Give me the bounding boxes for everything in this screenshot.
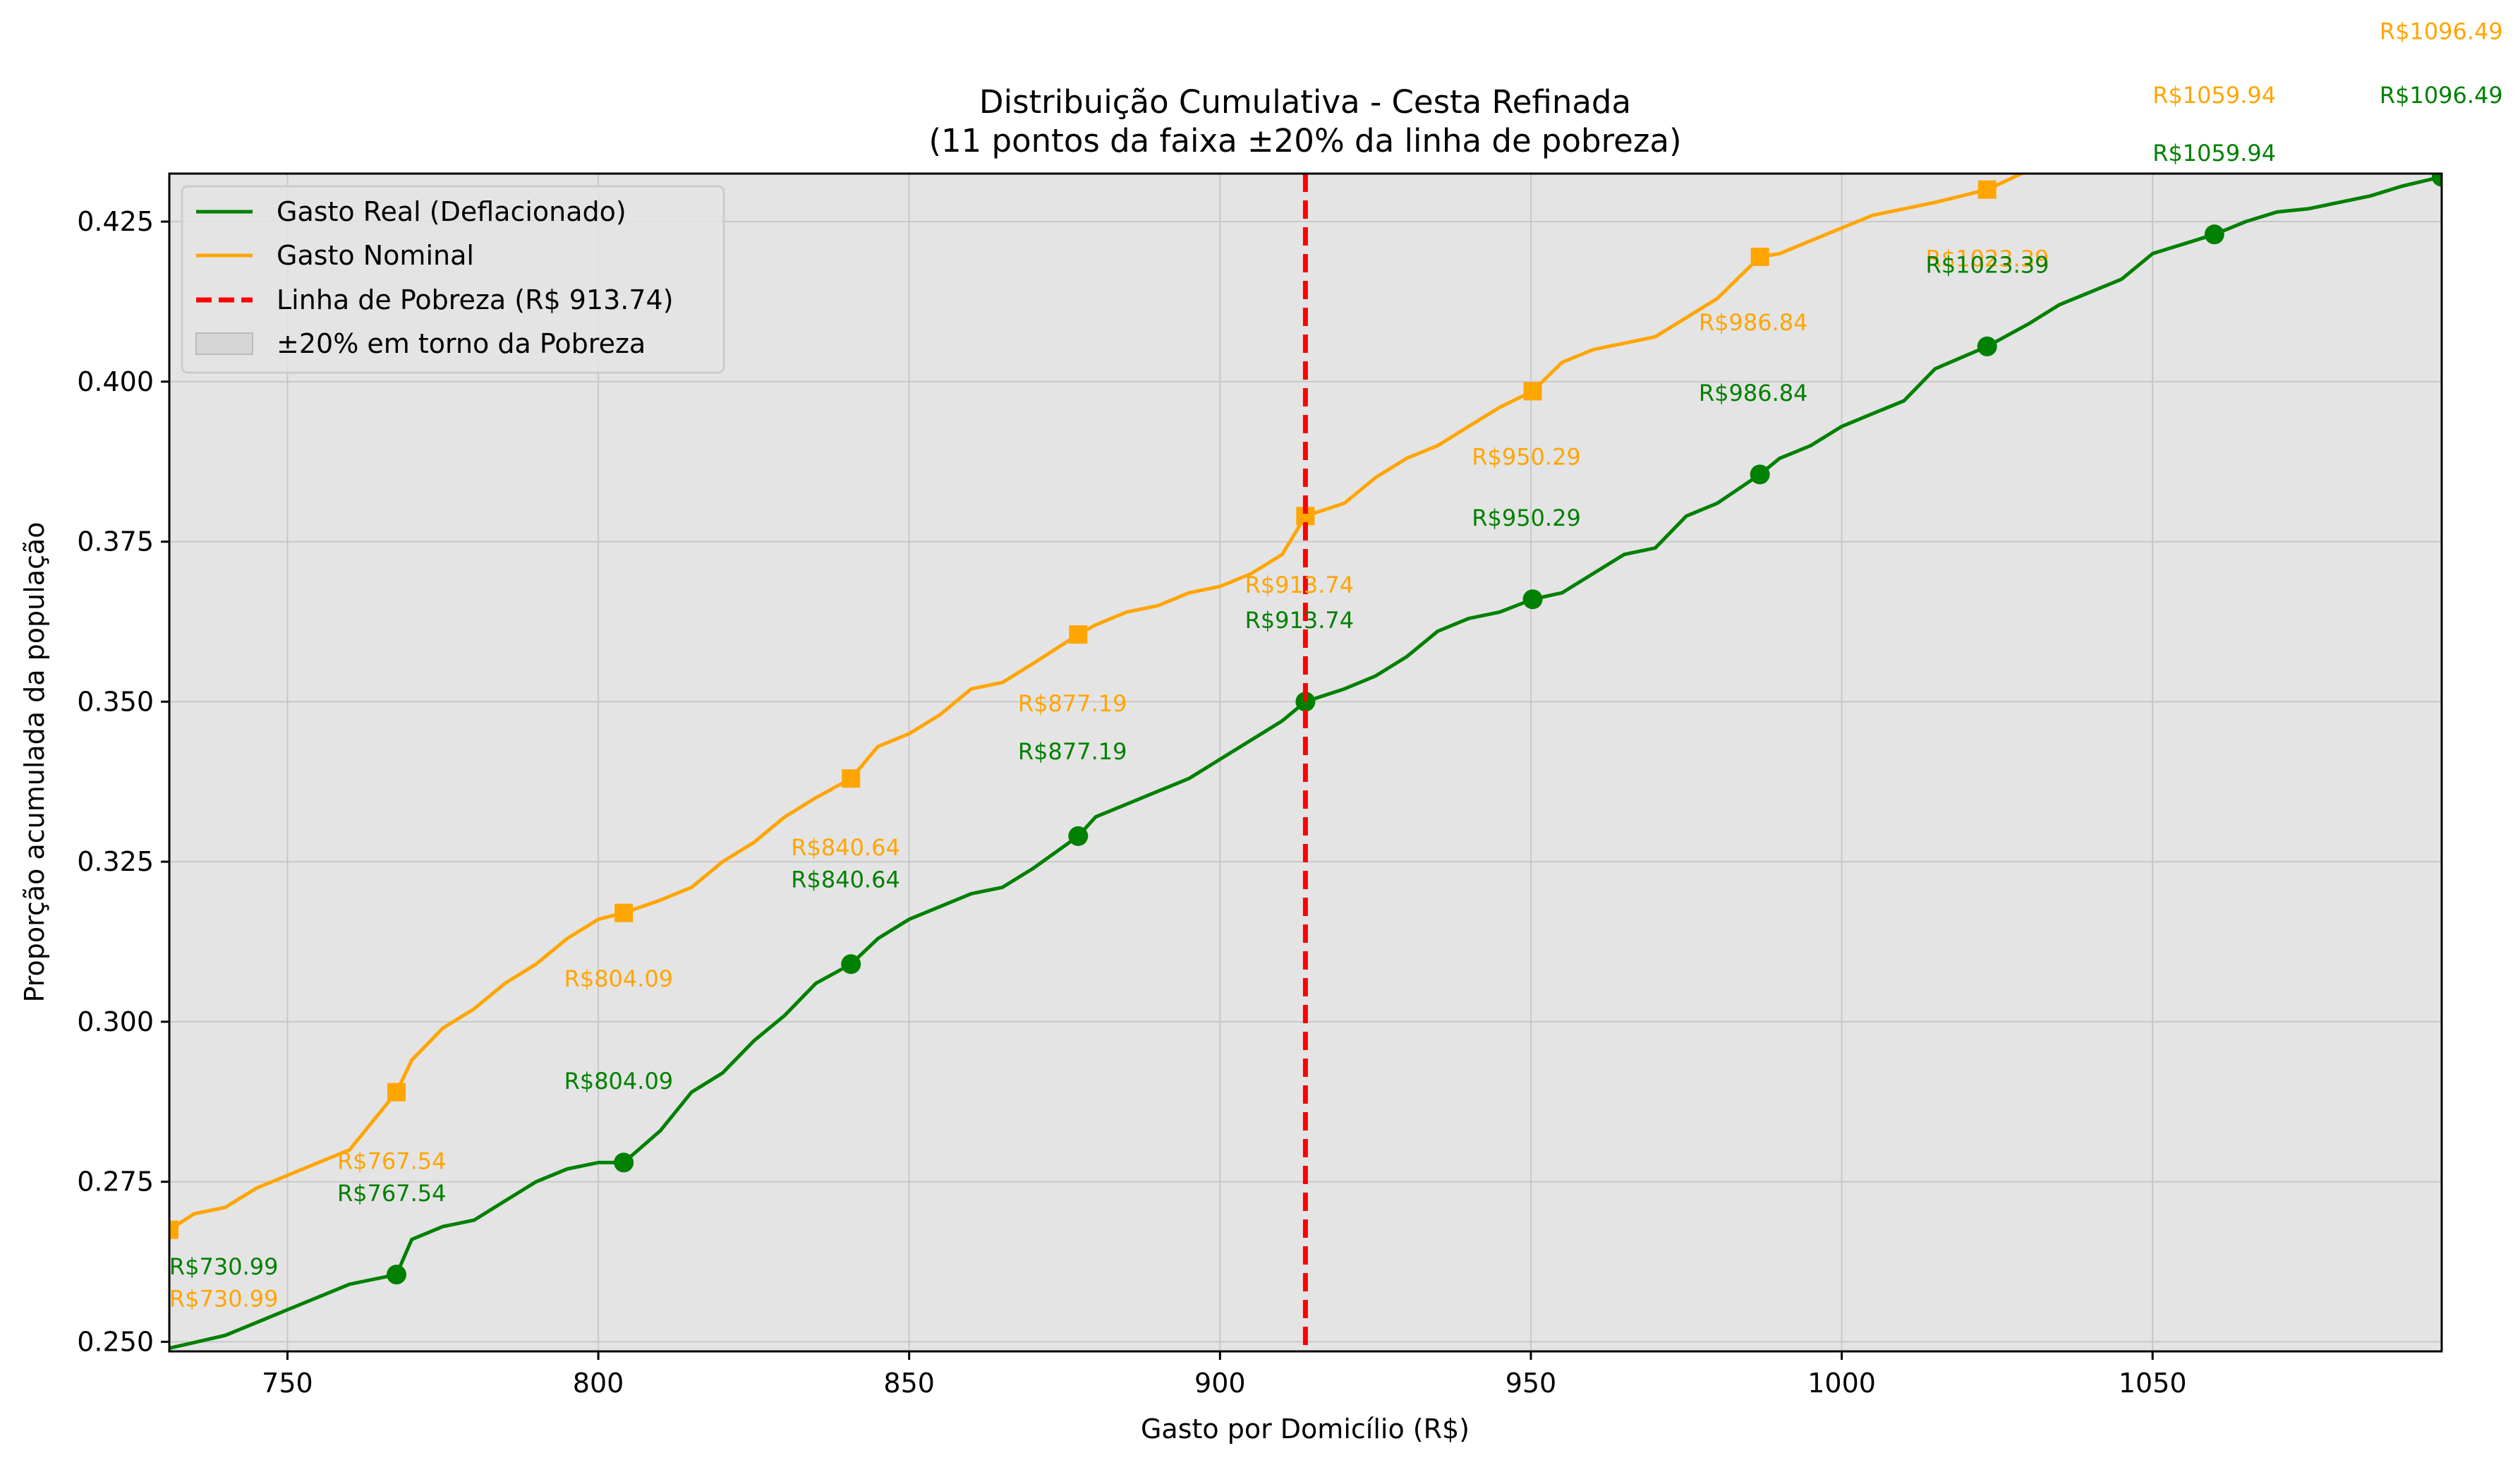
- annotation-real-3: R$840.64: [791, 866, 900, 893]
- y-axis-ticks: 0.250 0.275 0.300 0.325 0.350 0.375 0.400 0.425: [77, 206, 169, 1357]
- y-tick-label-0: 0.250: [77, 1326, 154, 1357]
- annotation-nominal-9: R$1059.94: [2152, 82, 2276, 109]
- marker-nominal-2: [614, 903, 634, 922]
- marker-nominal-6: [1523, 382, 1542, 401]
- markers-real: [387, 174, 2442, 1285]
- marker-real-2: [841, 954, 861, 975]
- annotation-real-7: R$986.84: [1699, 380, 1808, 406]
- marker-nominal-8: [1977, 180, 1997, 199]
- annotation-nominal-4: R$877.19: [1018, 690, 1127, 717]
- marker-real-3: [1068, 826, 1089, 846]
- plot-frame: [168, 172, 2443, 1353]
- y-tick-label-6: 0.400: [77, 366, 154, 397]
- annotation-real-5: R$913.74: [1245, 607, 1355, 634]
- y-tick-label-3: 0.325: [77, 846, 154, 877]
- marker-real-9: [2431, 174, 2442, 187]
- annotation-real-10: R$1096.49: [2380, 82, 2503, 109]
- marker-real-4: [1295, 692, 1316, 712]
- x-tick-label-0: 750: [262, 1368, 313, 1399]
- y-tick-label-2: 0.300: [77, 1006, 154, 1037]
- legend-label-nominal: Gasto Nominal: [277, 240, 474, 271]
- x-tick-label-5: 1000: [1807, 1368, 1876, 1399]
- annotation-nominal-3: R$840.64: [791, 834, 900, 861]
- marker-real-8: [2204, 224, 2224, 245]
- annotation-real-6: R$950.29: [1472, 505, 1581, 531]
- y-tick-label-5: 0.375: [77, 526, 154, 557]
- annotation-nominal-10: R$1096.49: [2380, 18, 2503, 45]
- marker-nominal-4: [1069, 625, 1088, 644]
- y-tick-label-7: 0.425: [77, 206, 154, 237]
- chart-title-line1: Distribuição Cumulativa - Cesta Refinada: [979, 83, 1631, 121]
- marker-nominal-3: [842, 769, 861, 788]
- chart-title-line2: (11 pontos da faixa ±20% da linha de pob…: [928, 122, 1681, 159]
- legend-label-poverty: Linha de Pobreza (R$ 913.74): [277, 284, 674, 315]
- marker-real-0: [387, 1265, 407, 1285]
- annotation-real-0: R$730.99: [169, 1253, 279, 1280]
- marker-real-1: [614, 1152, 634, 1173]
- point-annotations: R$730.99 R$767.54 R$804.09 R$840.64 R$877.19…: [169, 18, 2503, 1313]
- marker-real-6: [1750, 464, 1770, 485]
- legend-swatch-band: [195, 332, 253, 355]
- y-axis-label: Proporção acumulada da população: [19, 522, 50, 1003]
- marker-real-5: [1522, 589, 1543, 610]
- x-tick-label-4: 950: [1506, 1368, 1557, 1399]
- markers-nominal: [169, 180, 1997, 1239]
- series-line-real: [169, 175, 2442, 1350]
- annotation-real-1: R$767.54: [337, 1180, 447, 1207]
- annotation-real-4: R$877.19: [1018, 738, 1127, 765]
- annotation-nominal-1: R$767.54: [337, 1147, 447, 1174]
- annotation-nominal-8: R$1023.39: [1926, 246, 2049, 272]
- y-tick-label-1: 0.275: [77, 1166, 154, 1198]
- legend: Gasto Real (Deflacionado) Gasto Nominal …: [181, 185, 725, 374]
- annotation-real-2: R$804.09: [564, 1068, 674, 1095]
- annotation-nominal-2: R$804.09: [564, 965, 674, 992]
- x-axis-ticks: 750 800 850 900 950 1000 1050: [262, 1351, 2187, 1399]
- x-tick-label-3: 900: [1194, 1368, 1246, 1399]
- marker-real-7: [1977, 336, 1997, 356]
- x-tick-label-1: 800: [573, 1368, 624, 1399]
- legend-label-band: ±20% em torno da Pobreza: [277, 328, 646, 359]
- annotation-nominal-7: R$986.84: [1699, 309, 1808, 336]
- y-tick-label-4: 0.350: [77, 686, 154, 717]
- x-tick-label-2: 850: [883, 1368, 935, 1399]
- marker-nominal-0: [169, 1220, 178, 1239]
- legend-label-real: Gasto Real (Deflacionado): [277, 196, 626, 227]
- annotation-real-9: R$1059.94: [2152, 140, 2276, 167]
- annotation-nominal-6: R$950.29: [1472, 444, 1581, 471]
- marker-nominal-7: [1750, 247, 1769, 266]
- annotation-real-8: R$1023.39: [1926, 252, 2049, 279]
- marker-nominal-1: [387, 1083, 406, 1102]
- x-axis-label: Gasto por Domicílio (R$): [1141, 1413, 1470, 1445]
- annotation-nominal-0: R$730.99: [169, 1286, 279, 1313]
- legend-box: [181, 185, 725, 374]
- x-tick-label-6: 1050: [2119, 1368, 2187, 1399]
- annotation-nominal-5: R$913.74: [1245, 572, 1355, 598]
